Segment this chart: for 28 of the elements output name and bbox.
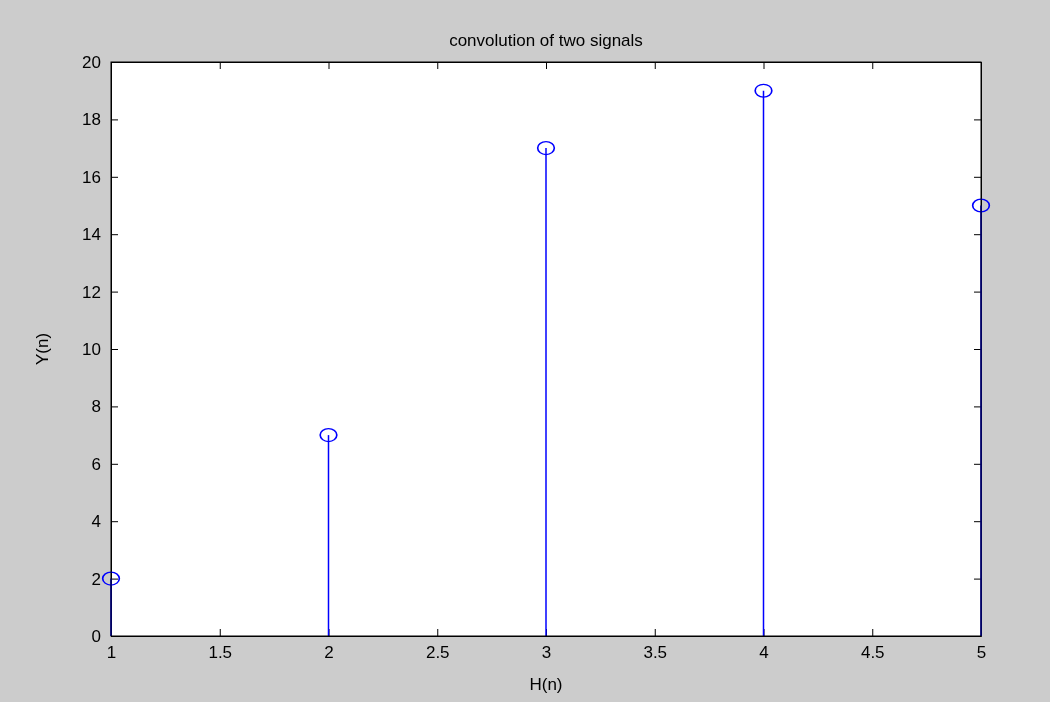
x-tick-label: 3.5 [643, 643, 668, 663]
x-tick-label: 1 [106, 643, 117, 663]
y-tick-label: 20 [82, 52, 101, 72]
y-tick-label: 0 [91, 626, 101, 646]
x-tick-label: 2.5 [425, 643, 450, 663]
point [101, 571, 121, 586]
y-tick-label: 4 [91, 512, 101, 532]
x-tick-label: 4 [759, 643, 769, 663]
y-tick-label: 14 [82, 225, 101, 245]
point [754, 83, 773, 98]
y-tick-label: 18 [82, 110, 101, 130]
y-tick-label: 6 [91, 454, 101, 474]
x-tick-label: 2 [324, 643, 334, 663]
point [319, 427, 338, 443]
y-tick-label: 12 [82, 282, 101, 302]
x-tick-label: 5 [976, 643, 987, 663]
y-tick-label: 2 [91, 569, 101, 589]
x-tick-label: 3 [541, 643, 552, 663]
y-tick-label: 10 [82, 339, 101, 359]
x-tick-label: 4.5 [860, 643, 885, 663]
y-tick-label: 16 [82, 167, 101, 187]
x-axis-title: H(n) [529, 675, 563, 694]
chart-title: convolution of two signals [449, 31, 643, 50]
y-tick-label: 8 [91, 397, 101, 417]
point [971, 198, 991, 213]
y-axis-title: Y(n) [33, 332, 52, 366]
x-tick-label: 1.5 [208, 643, 233, 663]
point [536, 140, 556, 156]
